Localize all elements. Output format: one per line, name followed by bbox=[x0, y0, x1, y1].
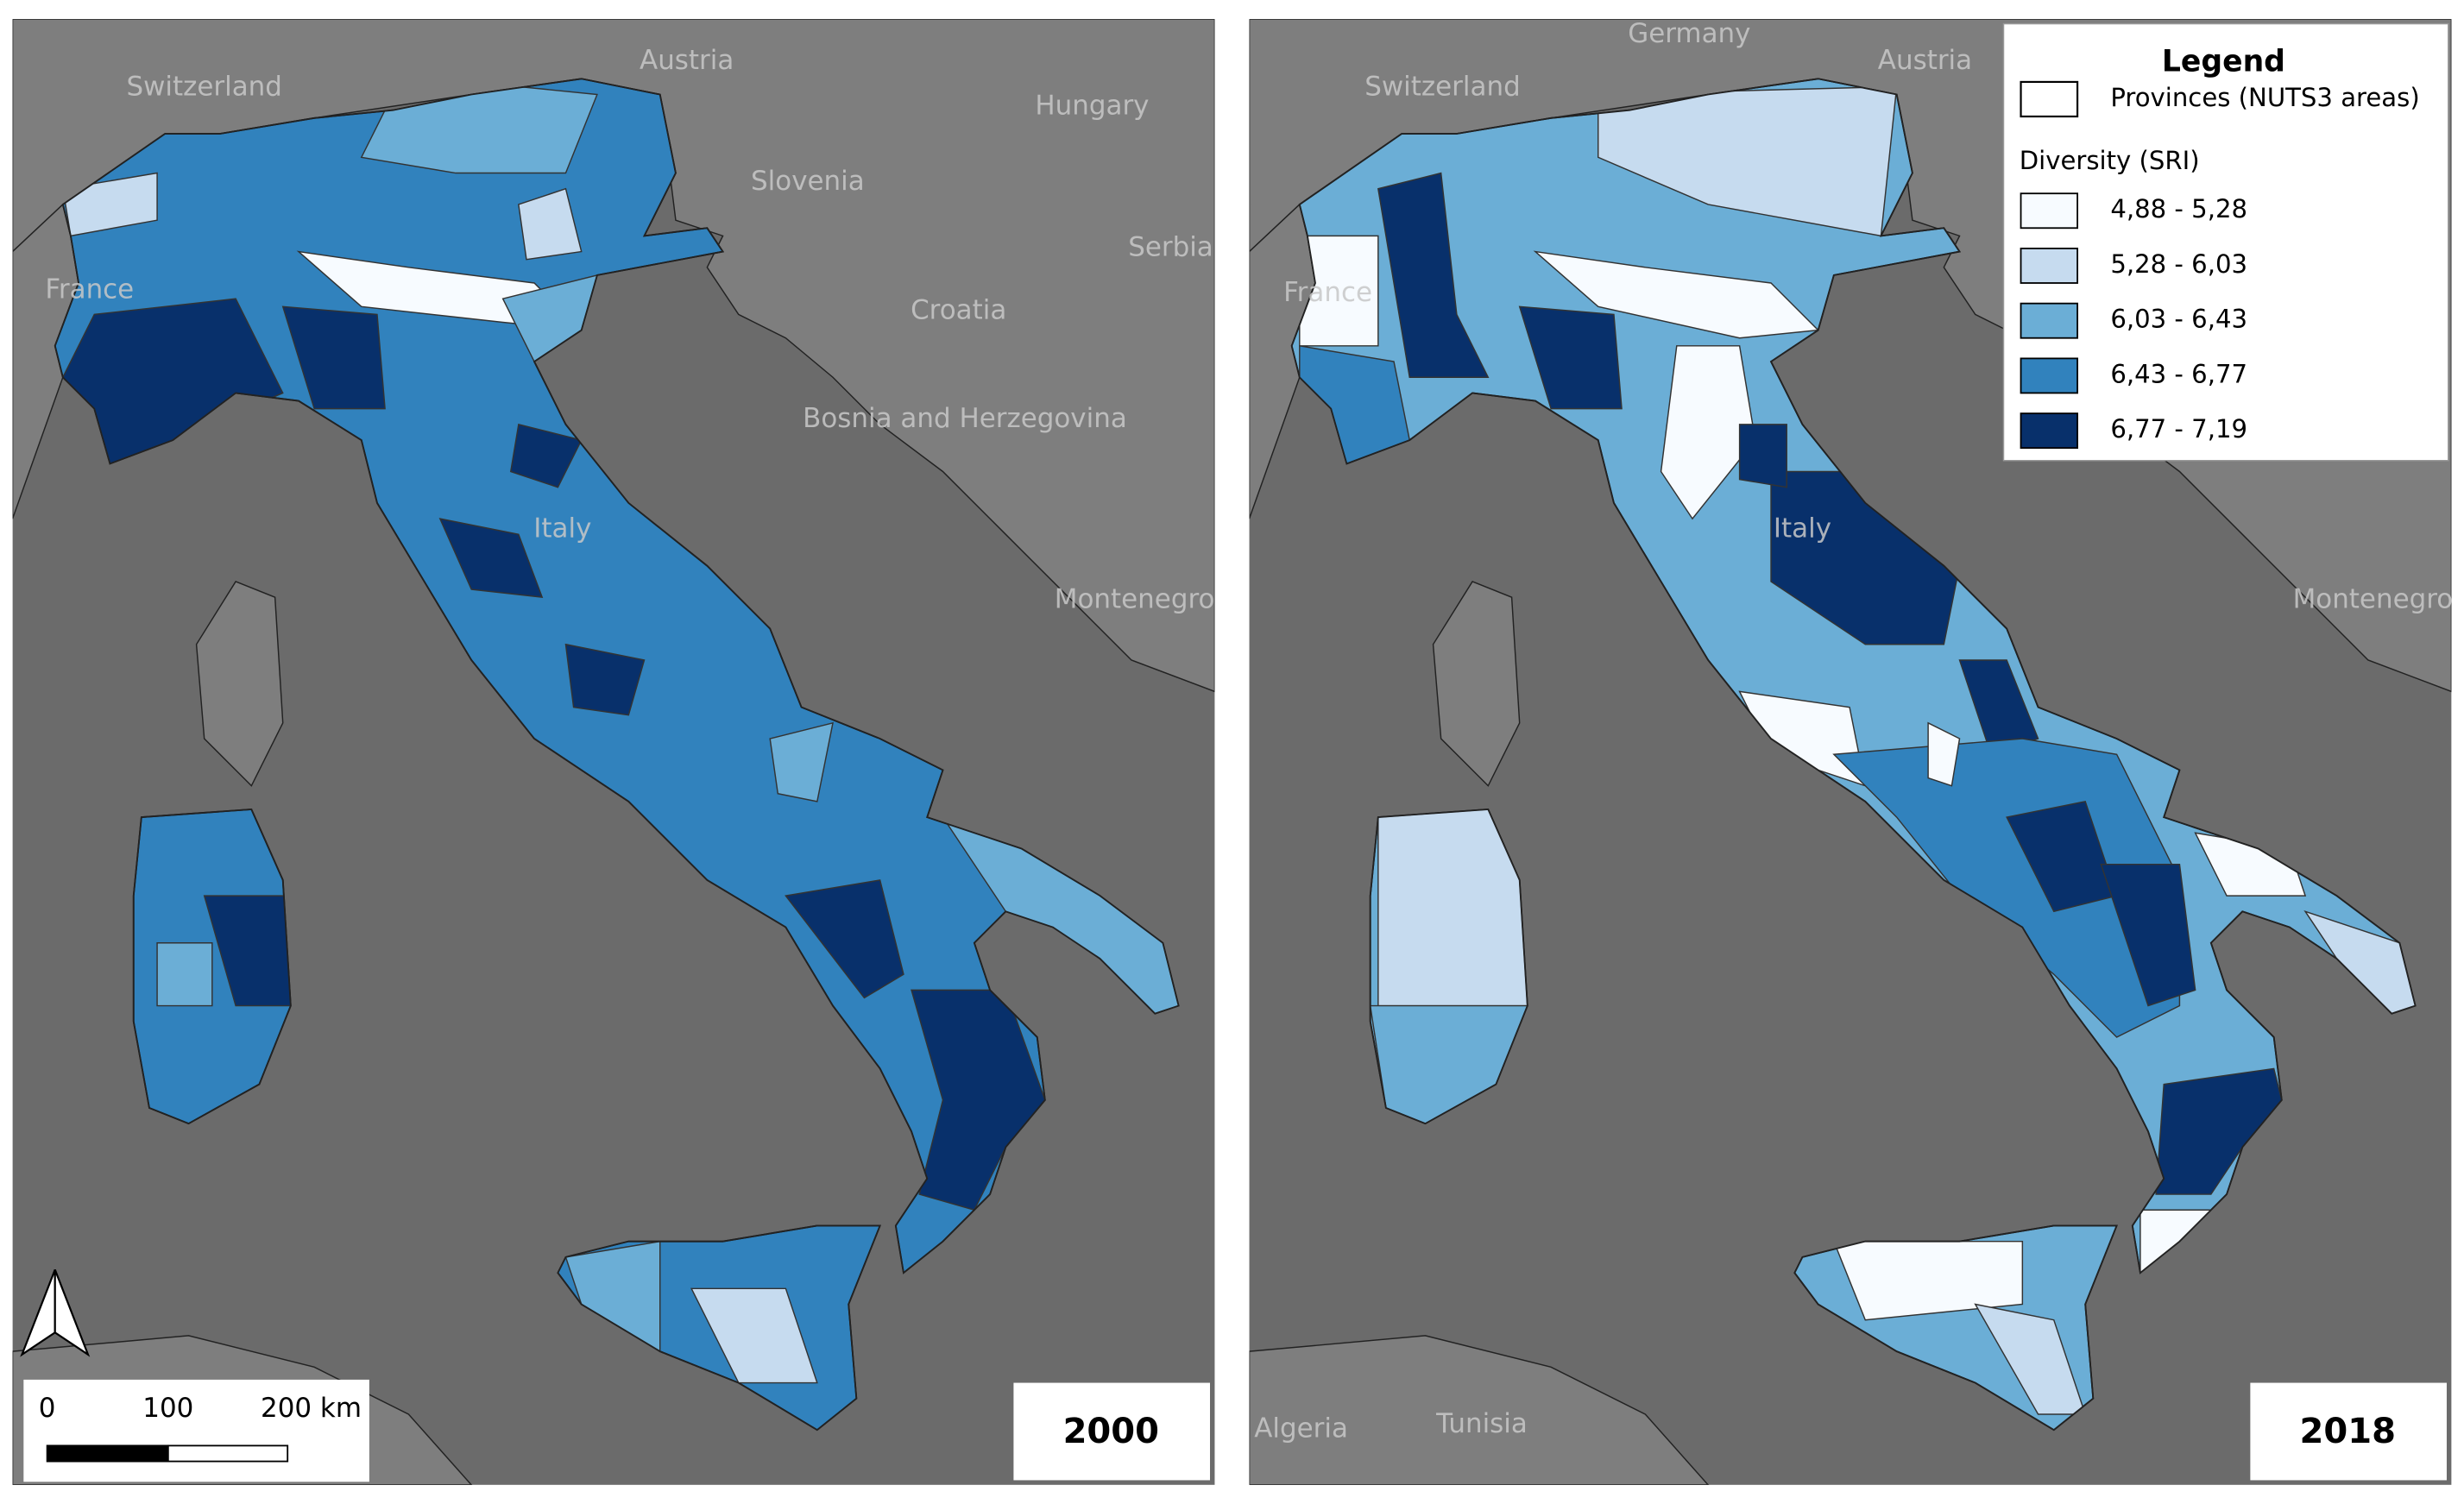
country-label: Germany bbox=[1628, 18, 1750, 49]
legend-swatch bbox=[2020, 248, 2078, 284]
country-label: Bosnia and Herzegovina bbox=[803, 403, 1127, 434]
province-group bbox=[61, 85, 1179, 1384]
map-panel-2000: Switzerland Austria Hungary Slovenia Serbia F… bbox=[12, 19, 1215, 1485]
province bbox=[1660, 345, 1756, 520]
country-label: Algeria bbox=[1254, 1413, 1348, 1444]
country-label: Tunisia bbox=[1435, 1408, 1528, 1439]
legend-swatch bbox=[2020, 302, 2078, 339]
legend-swatch bbox=[2020, 80, 2079, 118]
year-label: 2018 bbox=[2300, 1412, 2396, 1451]
legend-label: Provinces (NUTS3 areas) bbox=[2110, 83, 2419, 112]
country-label: Montenegro bbox=[2293, 583, 2454, 614]
country-label: France bbox=[1283, 277, 1372, 308]
province bbox=[564, 643, 646, 716]
country-label: France bbox=[45, 274, 134, 305]
scale-label: 200 km bbox=[261, 1393, 362, 1424]
province bbox=[1927, 721, 1961, 787]
legend-subtitle: Diversity (SRI) bbox=[2020, 146, 2200, 175]
province bbox=[1377, 172, 1490, 378]
neighbour-land bbox=[1249, 1335, 1710, 1485]
country-label: Hungary bbox=[1035, 91, 1149, 122]
province bbox=[1832, 738, 2181, 1038]
province bbox=[438, 518, 544, 599]
country-label: Croatia bbox=[911, 294, 1006, 325]
neighbour-land bbox=[195, 581, 284, 787]
legend-swatch bbox=[2020, 412, 2078, 450]
country-label: Austria bbox=[640, 45, 734, 76]
country-label: Montenegro bbox=[1055, 583, 1215, 614]
legend-label: 6,77 - 7,19 bbox=[2110, 414, 2247, 444]
year-box bbox=[1013, 1382, 1211, 1481]
scale-bar: 0 100 200 km bbox=[23, 1379, 369, 1482]
legend-label: 6,03 - 6,43 bbox=[2110, 305, 2247, 334]
country-label: Switzerland bbox=[1364, 72, 1520, 103]
legend: Legend Provinces (NUTS3 areas) Diversity… bbox=[2002, 22, 2449, 462]
province bbox=[785, 879, 904, 999]
country-label: Serbia bbox=[1128, 231, 1213, 262]
country-label: Italy bbox=[1774, 513, 1831, 544]
province-group bbox=[1299, 85, 2416, 1415]
province bbox=[509, 423, 583, 488]
legend-title: Legend bbox=[2162, 45, 2285, 79]
scale-label: 100 bbox=[142, 1393, 193, 1424]
legend-swatch bbox=[2020, 357, 2078, 394]
province bbox=[518, 187, 583, 261]
province bbox=[1518, 305, 1623, 410]
province bbox=[1958, 659, 2039, 756]
province bbox=[281, 305, 386, 410]
year-box bbox=[2250, 1382, 2447, 1481]
legend-swatch bbox=[2020, 192, 2078, 230]
province bbox=[1738, 424, 1787, 488]
neighbour-land bbox=[1432, 581, 1521, 787]
province bbox=[156, 941, 213, 1007]
year-label: 2000 bbox=[1063, 1412, 1159, 1451]
province bbox=[1598, 85, 1898, 237]
country-label: Slovenia bbox=[751, 166, 865, 197]
legend-label: 6,43 - 6,77 bbox=[2110, 359, 2247, 388]
legend-label: 5,28 - 6,03 bbox=[2110, 249, 2247, 279]
north-arrow bbox=[20, 1269, 91, 1357]
province bbox=[690, 1287, 818, 1384]
province bbox=[2100, 863, 2196, 1007]
province bbox=[769, 721, 834, 802]
country-label: Switzerland bbox=[126, 72, 281, 103]
legend-label: 4,88 - 5,28 bbox=[2110, 194, 2247, 223]
country-label: Austria bbox=[1878, 45, 1972, 76]
country-label: Italy bbox=[533, 513, 591, 544]
scale-label: 0 bbox=[39, 1393, 56, 1424]
